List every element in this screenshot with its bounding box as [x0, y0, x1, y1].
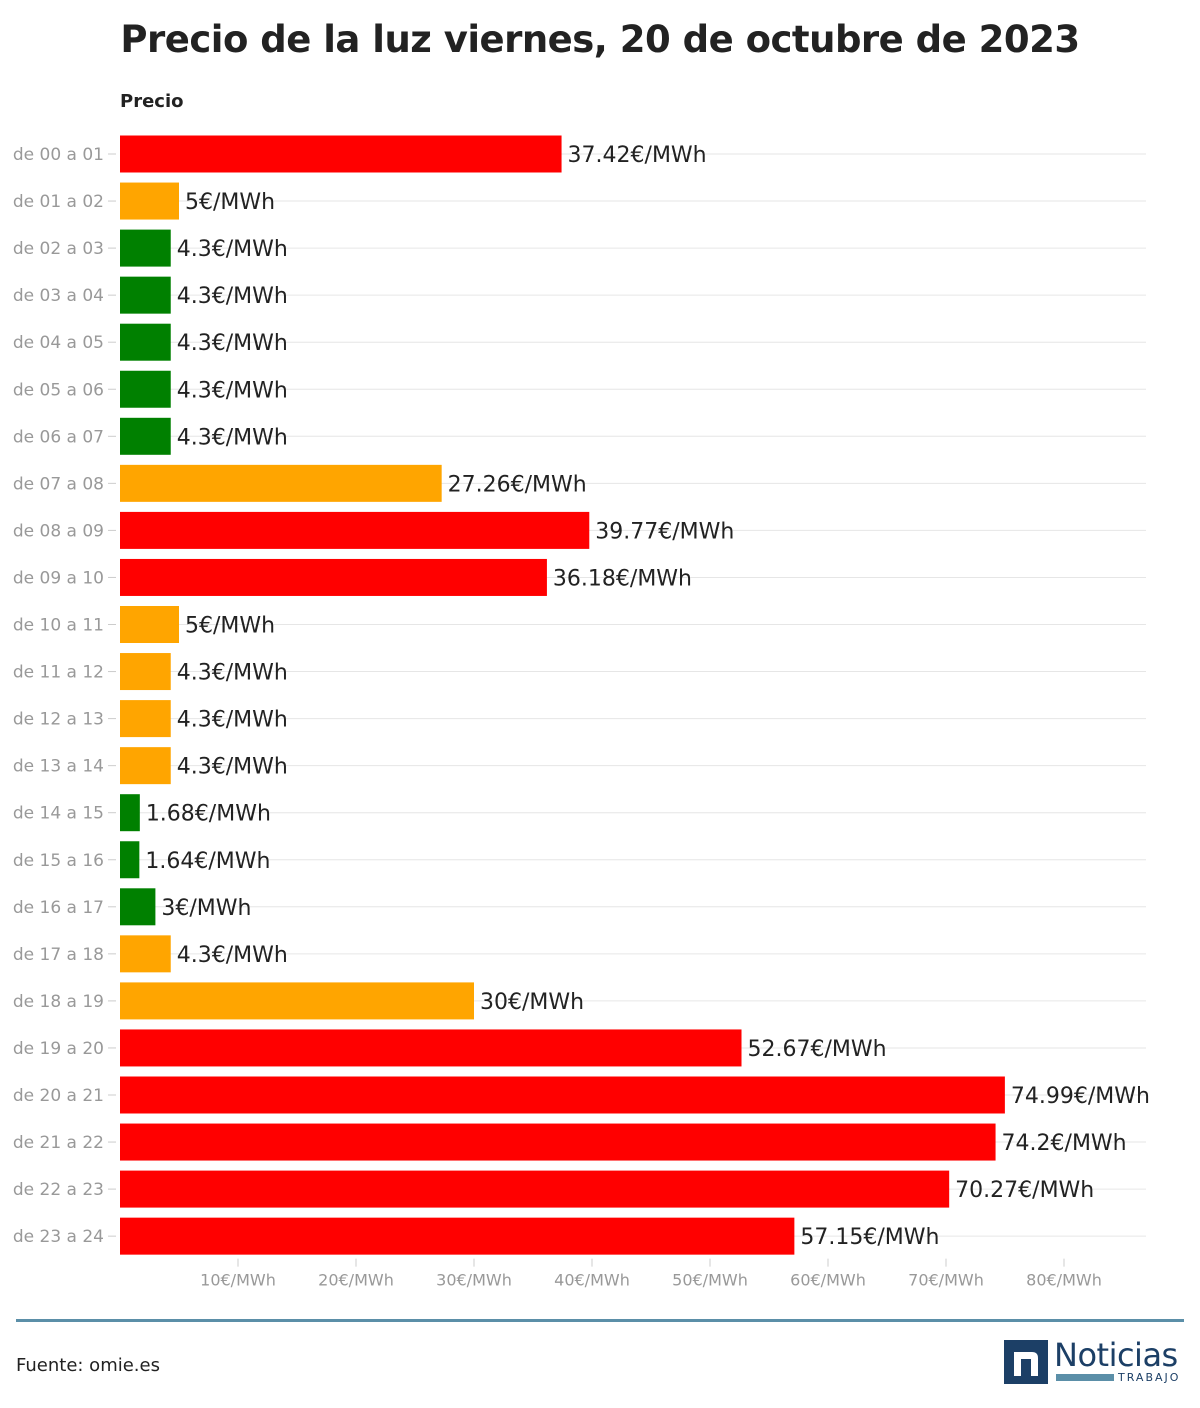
category-label: de 14 a 15	[13, 804, 104, 824]
value-label: 37.42€/MWh	[568, 143, 707, 168]
logo-n-icon	[1004, 1340, 1048, 1384]
value-label: 4.3€/MWh	[177, 425, 288, 450]
category-label: de 01 a 02	[13, 192, 104, 212]
category-label: de 02 a 03	[13, 239, 104, 259]
bar	[120, 464, 442, 502]
category-label: de 10 a 11	[13, 616, 104, 636]
logo-bar	[1056, 1374, 1114, 1381]
bar	[120, 747, 171, 785]
bar	[120, 1123, 996, 1161]
value-label: 70.27€/MWh	[955, 1178, 1094, 1203]
value-label: 1.68€/MWh	[146, 802, 271, 827]
bar	[120, 888, 156, 926]
value-label: 57.15€/MWh	[800, 1225, 939, 1250]
category-label: de 17 a 18	[13, 945, 104, 965]
bar-chart: de 00 a 01 37.42€/MWh de 01 a 02 5€/MWh de 0…	[13, 135, 1150, 1290]
bar	[120, 276, 171, 314]
x-tick-label: 20€/MWh	[318, 1271, 394, 1290]
x-tick-label: 80€/MWh	[1026, 1271, 1102, 1290]
bar	[120, 135, 562, 173]
value-label: 74.99€/MWh	[1011, 1084, 1150, 1109]
category-label: de 08 a 09	[13, 521, 104, 541]
bar	[120, 1170, 950, 1208]
value-label: 4.3€/MWh	[177, 708, 288, 733]
bar	[120, 606, 179, 643]
logo-word: Noticias	[1054, 1336, 1178, 1374]
bar	[120, 182, 179, 220]
bar	[120, 229, 171, 267]
category-label: de 19 a 20	[13, 1039, 104, 1059]
noticias-trabajo-logo: Noticias TRABAJO	[1004, 1336, 1184, 1388]
bar	[120, 417, 171, 455]
value-label: 4.3€/MWh	[177, 237, 288, 262]
footer-divider	[16, 1319, 1184, 1322]
category-label: de 06 a 07	[13, 427, 104, 447]
value-label: 52.67€/MWh	[748, 1037, 887, 1062]
x-tick-label: 30€/MWh	[436, 1271, 512, 1290]
bar	[120, 982, 474, 1020]
category-label: de 09 a 10	[13, 568, 104, 588]
value-label: 4.3€/MWh	[177, 661, 288, 686]
x-tick-label: 10€/MWh	[200, 1271, 276, 1290]
x-tick-label: 50€/MWh	[672, 1271, 748, 1290]
category-label: de 22 a 23	[13, 1180, 104, 1200]
bar	[120, 935, 171, 973]
source-note: Fuente: omie.es	[16, 1355, 160, 1376]
x-tick-label: 70€/MWh	[908, 1271, 984, 1290]
value-label: 4.3€/MWh	[177, 755, 288, 780]
logo-subtitle: TRABAJO	[1118, 1371, 1181, 1384]
value-label: 5€/MWh	[185, 614, 275, 639]
category-label: de 07 a 08	[13, 474, 104, 494]
category-label: de 16 a 17	[13, 898, 104, 918]
category-label: de 05 a 06	[13, 380, 104, 400]
category-label: de 18 a 19	[13, 992, 104, 1012]
bar	[120, 1029, 742, 1067]
bar	[120, 323, 171, 361]
value-label: 30€/MWh	[480, 990, 584, 1015]
value-label: 4.3€/MWh	[177, 943, 288, 968]
value-label: 3€/MWh	[161, 896, 251, 921]
value-label: 4.3€/MWh	[177, 284, 288, 309]
category-label: de 03 a 04	[13, 286, 104, 306]
bar	[120, 1217, 795, 1255]
chart-title: Precio de la luz viernes, 20 de octubre …	[120, 18, 1080, 61]
value-label: 74.2€/MWh	[1002, 1131, 1127, 1156]
value-label: 27.26€/MWh	[448, 472, 587, 497]
bar	[120, 1076, 1005, 1114]
bar	[120, 841, 140, 879]
bar	[120, 370, 171, 408]
category-label: de 04 a 05	[13, 333, 104, 353]
bar	[120, 653, 171, 691]
category-label: de 21 a 22	[13, 1133, 104, 1153]
value-label: 39.77€/MWh	[595, 519, 734, 544]
x-tick-label: 40€/MWh	[554, 1271, 630, 1290]
category-label: de 12 a 13	[13, 710, 104, 730]
bar	[120, 700, 171, 738]
value-label: 4.3€/MWh	[177, 331, 288, 356]
bar	[120, 511, 590, 549]
value-label: 5€/MWh	[185, 190, 275, 215]
category-label: de 15 a 16	[13, 851, 104, 871]
category-label: de 13 a 14	[13, 757, 104, 777]
bar	[120, 558, 547, 596]
column-header: Precio	[120, 91, 184, 112]
bar	[120, 794, 140, 832]
value-label: 36.18€/MWh	[553, 566, 692, 591]
category-label: de 20 a 21	[13, 1086, 104, 1106]
value-label: 1.64€/MWh	[145, 849, 270, 874]
category-label: de 23 a 24	[13, 1227, 104, 1247]
value-label: 4.3€/MWh	[177, 378, 288, 403]
category-label: de 00 a 01	[13, 145, 104, 165]
x-tick-label: 60€/MWh	[790, 1271, 866, 1290]
category-label: de 11 a 12	[13, 663, 104, 683]
